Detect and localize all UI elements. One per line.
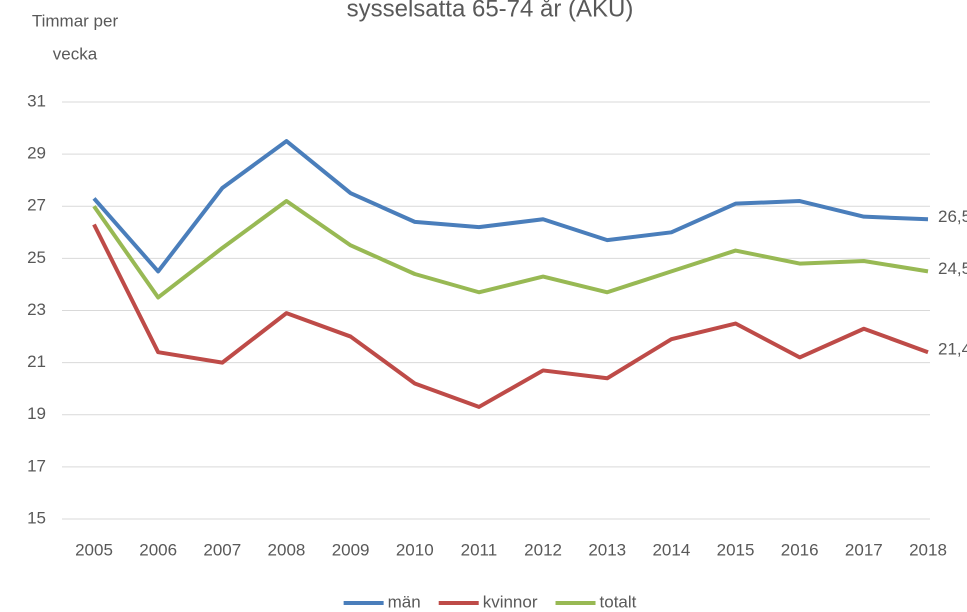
x-tick-label: 2009 bbox=[332, 540, 370, 559]
x-tick-label: 2018 bbox=[909, 540, 947, 559]
y-tick-label: 29 bbox=[27, 144, 46, 163]
legend-label: kvinnor bbox=[483, 592, 538, 611]
data-label: 24,5 bbox=[938, 259, 967, 278]
y-tick-label: 19 bbox=[27, 404, 46, 423]
x-tick-label: 2007 bbox=[203, 540, 241, 559]
y-tick-label: 17 bbox=[27, 456, 46, 475]
chart-title: sysselsatta 65-74 år (AKU) bbox=[347, 0, 634, 22]
x-tick-label: 2016 bbox=[781, 540, 819, 559]
x-tick-label: 2012 bbox=[524, 540, 562, 559]
x-tick-label: 2015 bbox=[717, 540, 755, 559]
x-tick-label: 2005 bbox=[75, 540, 113, 559]
x-tick-label: 2011 bbox=[461, 540, 498, 559]
legend-label: totalt bbox=[600, 592, 637, 611]
y-axis-label: vecka bbox=[53, 44, 98, 63]
y-axis-label: Timmar per bbox=[32, 11, 119, 30]
line-series bbox=[92, 139, 929, 274]
x-tick-label: 2014 bbox=[652, 540, 690, 559]
y-tick-label: 23 bbox=[27, 300, 46, 319]
y-tick-label: 15 bbox=[27, 508, 46, 527]
x-tick-label: 2017 bbox=[845, 540, 883, 559]
x-tick-label: 2013 bbox=[588, 540, 626, 559]
y-tick-label: 27 bbox=[27, 196, 46, 215]
data-label: 26,5 bbox=[938, 207, 967, 226]
x-tick-label: 2006 bbox=[139, 540, 177, 559]
y-tick-label: 21 bbox=[27, 352, 46, 371]
legend-label: män bbox=[388, 592, 421, 611]
line-series bbox=[92, 223, 929, 409]
y-tick-label: 25 bbox=[27, 248, 46, 267]
y-tick-label: 31 bbox=[27, 91, 46, 110]
x-tick-label: 2010 bbox=[396, 540, 434, 559]
x-tick-label: 2008 bbox=[268, 540, 306, 559]
line-series bbox=[92, 199, 929, 300]
data-label: 21,4 bbox=[938, 340, 967, 359]
